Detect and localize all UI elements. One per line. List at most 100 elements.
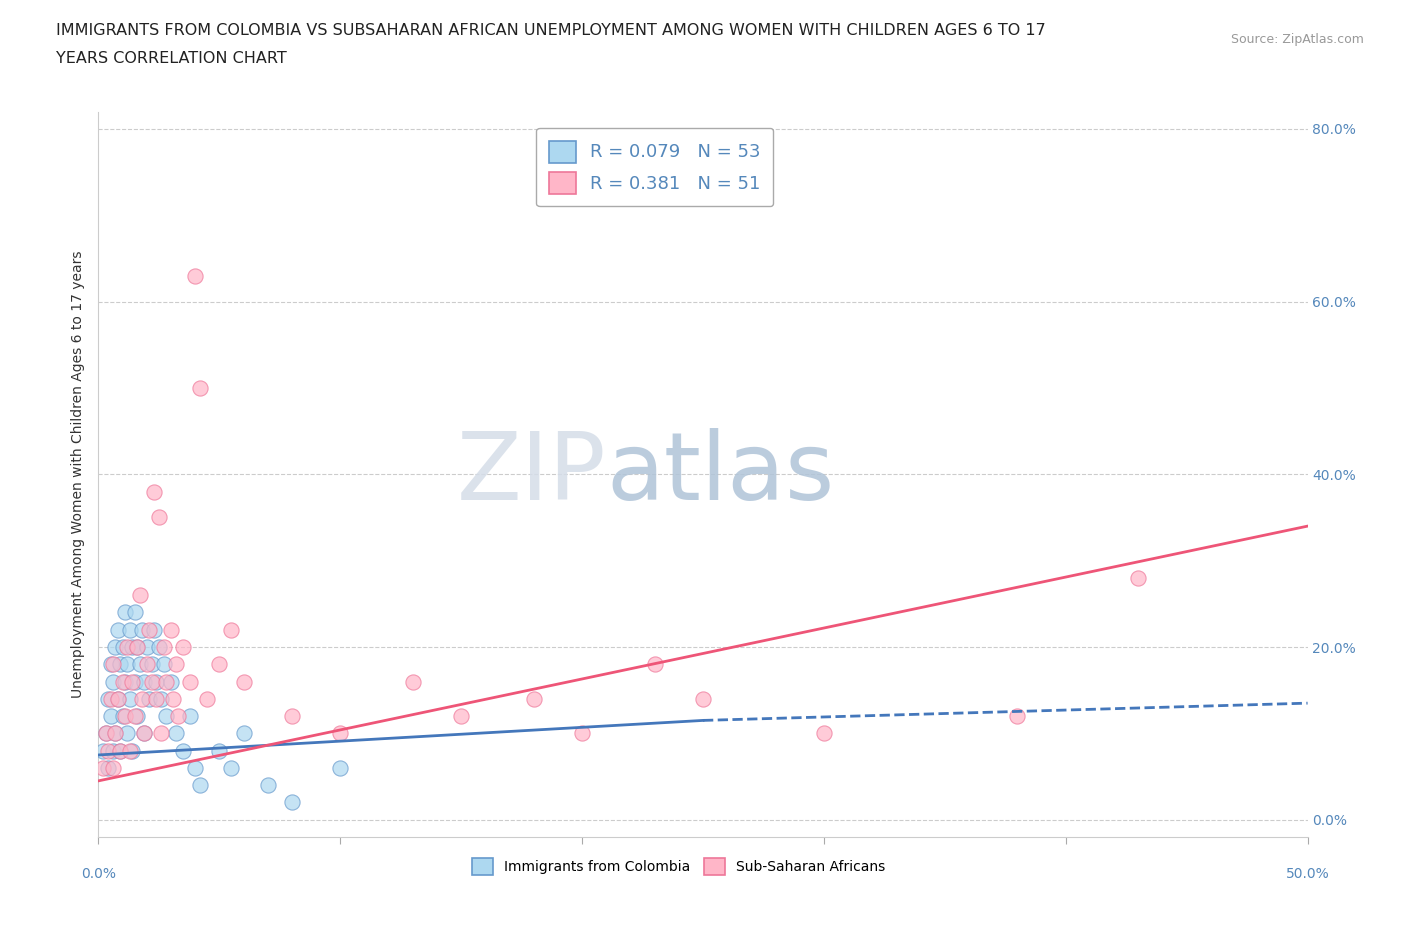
Point — [195, 691, 218, 706]
Point — [124, 709, 146, 724]
Point — [208, 657, 231, 671]
Point — [145, 691, 167, 706]
Point — [104, 726, 127, 741]
Point — [101, 657, 124, 671]
Point — [118, 622, 141, 637]
Point — [281, 709, 304, 724]
Point — [121, 640, 143, 655]
Point — [208, 743, 231, 758]
Point — [117, 657, 139, 671]
Point — [111, 709, 134, 724]
Text: ZIP: ZIP — [457, 429, 606, 520]
Point — [97, 743, 120, 758]
Point — [134, 674, 156, 689]
Point — [155, 674, 177, 689]
Point — [450, 709, 472, 724]
Point — [128, 657, 150, 671]
Legend: Immigrants from Colombia, Sub-Saharan Africans: Immigrants from Colombia, Sub-Saharan Af… — [467, 853, 891, 881]
Point — [107, 622, 129, 637]
Point — [117, 726, 139, 741]
Point — [329, 761, 352, 776]
Point — [172, 743, 194, 758]
Point — [111, 674, 134, 689]
Point — [108, 657, 131, 671]
Point — [152, 640, 174, 655]
Point — [1128, 570, 1150, 585]
Point — [128, 588, 150, 603]
Point — [114, 709, 136, 724]
Point — [135, 640, 157, 655]
Point — [135, 657, 157, 671]
Point — [127, 709, 149, 724]
Point — [162, 691, 184, 706]
Point — [232, 726, 254, 741]
Point — [188, 380, 211, 395]
Point — [184, 268, 207, 283]
Point — [94, 726, 117, 741]
Point — [114, 605, 136, 620]
Point — [165, 726, 187, 741]
Point — [104, 640, 127, 655]
Point — [402, 674, 425, 689]
Point — [141, 657, 163, 671]
Point — [118, 691, 141, 706]
Point — [143, 485, 166, 499]
Point — [100, 691, 122, 706]
Point — [232, 674, 254, 689]
Point — [108, 743, 131, 758]
Point — [571, 726, 593, 741]
Point — [104, 726, 127, 741]
Point — [692, 691, 714, 706]
Point — [523, 691, 546, 706]
Point — [160, 674, 183, 689]
Point — [256, 777, 278, 792]
Point — [141, 674, 163, 689]
Text: 0.0%: 0.0% — [82, 867, 115, 882]
Point — [100, 709, 122, 724]
Y-axis label: Unemployment Among Women with Children Ages 6 to 17 years: Unemployment Among Women with Children A… — [70, 250, 84, 698]
Point — [184, 761, 207, 776]
Point — [138, 622, 160, 637]
Point — [138, 691, 160, 706]
Point — [108, 743, 131, 758]
Point — [127, 640, 149, 655]
Text: Source: ZipAtlas.com: Source: ZipAtlas.com — [1230, 33, 1364, 46]
Point — [127, 640, 149, 655]
Point — [107, 691, 129, 706]
Point — [134, 726, 156, 741]
Point — [107, 691, 129, 706]
Point — [281, 795, 304, 810]
Point — [131, 691, 153, 706]
Point — [329, 726, 352, 741]
Point — [188, 777, 211, 792]
Point — [117, 640, 139, 655]
Point — [91, 743, 114, 758]
Point — [124, 605, 146, 620]
Text: 50.0%: 50.0% — [1285, 867, 1330, 882]
Point — [221, 622, 243, 637]
Point — [150, 726, 173, 741]
Point — [813, 726, 835, 741]
Point — [160, 622, 183, 637]
Point — [134, 726, 156, 741]
Point — [143, 622, 166, 637]
Point — [100, 657, 122, 671]
Point — [94, 726, 117, 741]
Point — [121, 743, 143, 758]
Point — [152, 657, 174, 671]
Point — [121, 674, 143, 689]
Point — [111, 640, 134, 655]
Point — [150, 691, 173, 706]
Point — [131, 622, 153, 637]
Point — [644, 657, 666, 671]
Point — [118, 743, 141, 758]
Point — [114, 674, 136, 689]
Point — [97, 691, 120, 706]
Text: atlas: atlas — [606, 429, 835, 520]
Point — [91, 761, 114, 776]
Point — [165, 657, 187, 671]
Point — [148, 510, 170, 525]
Point — [97, 761, 120, 776]
Point — [145, 674, 167, 689]
Text: YEARS CORRELATION CHART: YEARS CORRELATION CHART — [56, 51, 287, 66]
